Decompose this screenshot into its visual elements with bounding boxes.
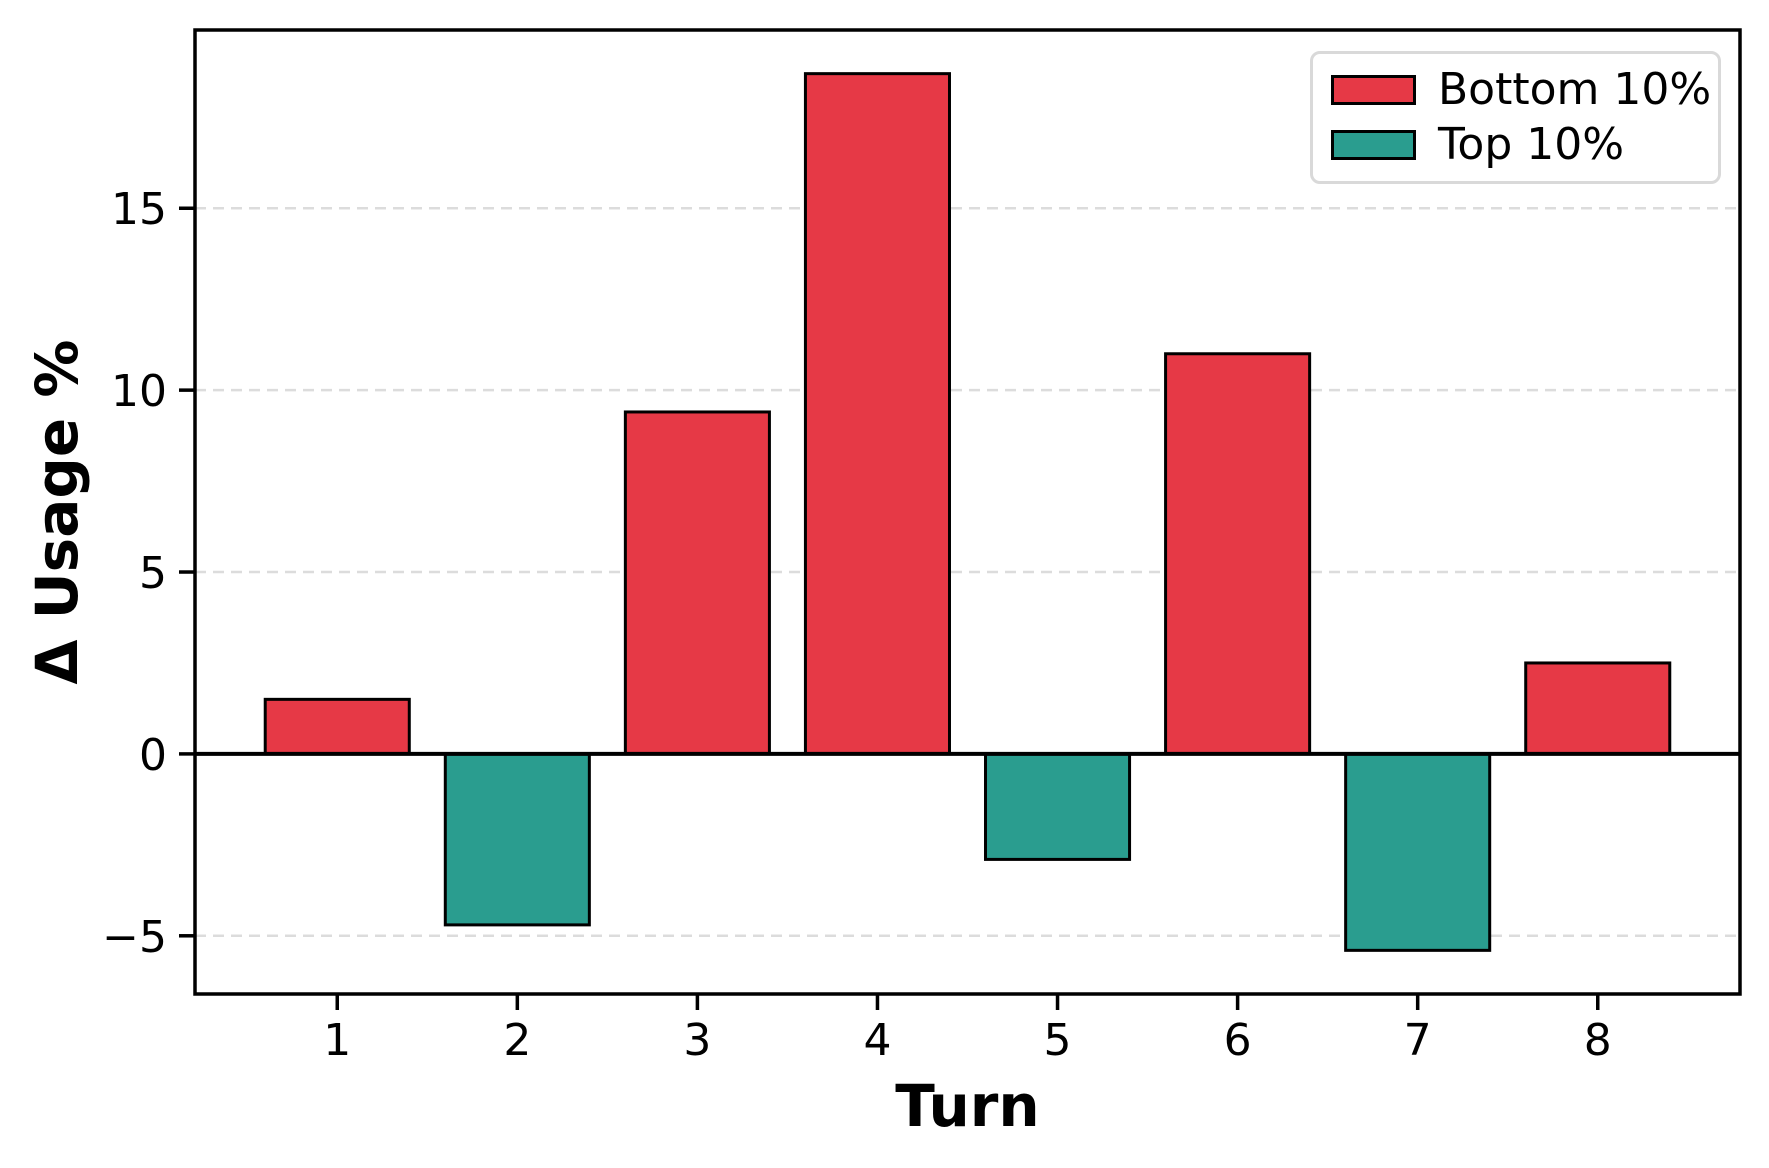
bar-turn-4 bbox=[803, 72, 951, 756]
ytick-label-0: 0 bbox=[139, 730, 167, 781]
bar-turn-5 bbox=[984, 752, 1132, 861]
bar-turn-3 bbox=[623, 410, 771, 756]
xtick-label-1: 1 bbox=[323, 1015, 351, 1066]
xtick-label-8: 8 bbox=[1584, 1015, 1612, 1066]
xtick-label-3: 3 bbox=[683, 1015, 711, 1066]
legend-label-bottom10: Bottom 10% bbox=[1438, 63, 1712, 115]
legend-swatch-top10-icon bbox=[1331, 130, 1416, 161]
xtick-label-6: 6 bbox=[1224, 1015, 1252, 1066]
axes-spines bbox=[193, 28, 1742, 996]
x-axis-label: Turn bbox=[895, 1072, 1040, 1140]
legend-swatch-bottom10-icon bbox=[1331, 74, 1416, 105]
ytick-label-10: 10 bbox=[111, 366, 167, 417]
legend-item-bottom10: Bottom 10% bbox=[1331, 67, 1711, 112]
bar-turn-7 bbox=[1344, 752, 1492, 952]
legend: Bottom 10% Top 10% bbox=[1310, 51, 1721, 184]
bar-turn-2 bbox=[443, 752, 591, 927]
ytick-label-5: 5 bbox=[139, 548, 167, 599]
legend-label-top10: Top 10% bbox=[1438, 119, 1625, 171]
bar-turn-6 bbox=[1164, 352, 1312, 756]
legend-item-top10: Top 10% bbox=[1331, 123, 1700, 167]
xtick-label-2: 2 bbox=[503, 1015, 531, 1066]
ytick-label--5: −5 bbox=[102, 912, 167, 963]
xtick-label-5: 5 bbox=[1044, 1015, 1072, 1066]
xtick-label-4: 4 bbox=[863, 1015, 891, 1066]
y-axis-label: Δ Usage % bbox=[23, 339, 91, 685]
xtick-label-7: 7 bbox=[1404, 1015, 1432, 1066]
ytick-label-15: 15 bbox=[111, 184, 167, 235]
bar-turn-1 bbox=[263, 697, 411, 756]
bar-turn-8 bbox=[1524, 661, 1672, 756]
